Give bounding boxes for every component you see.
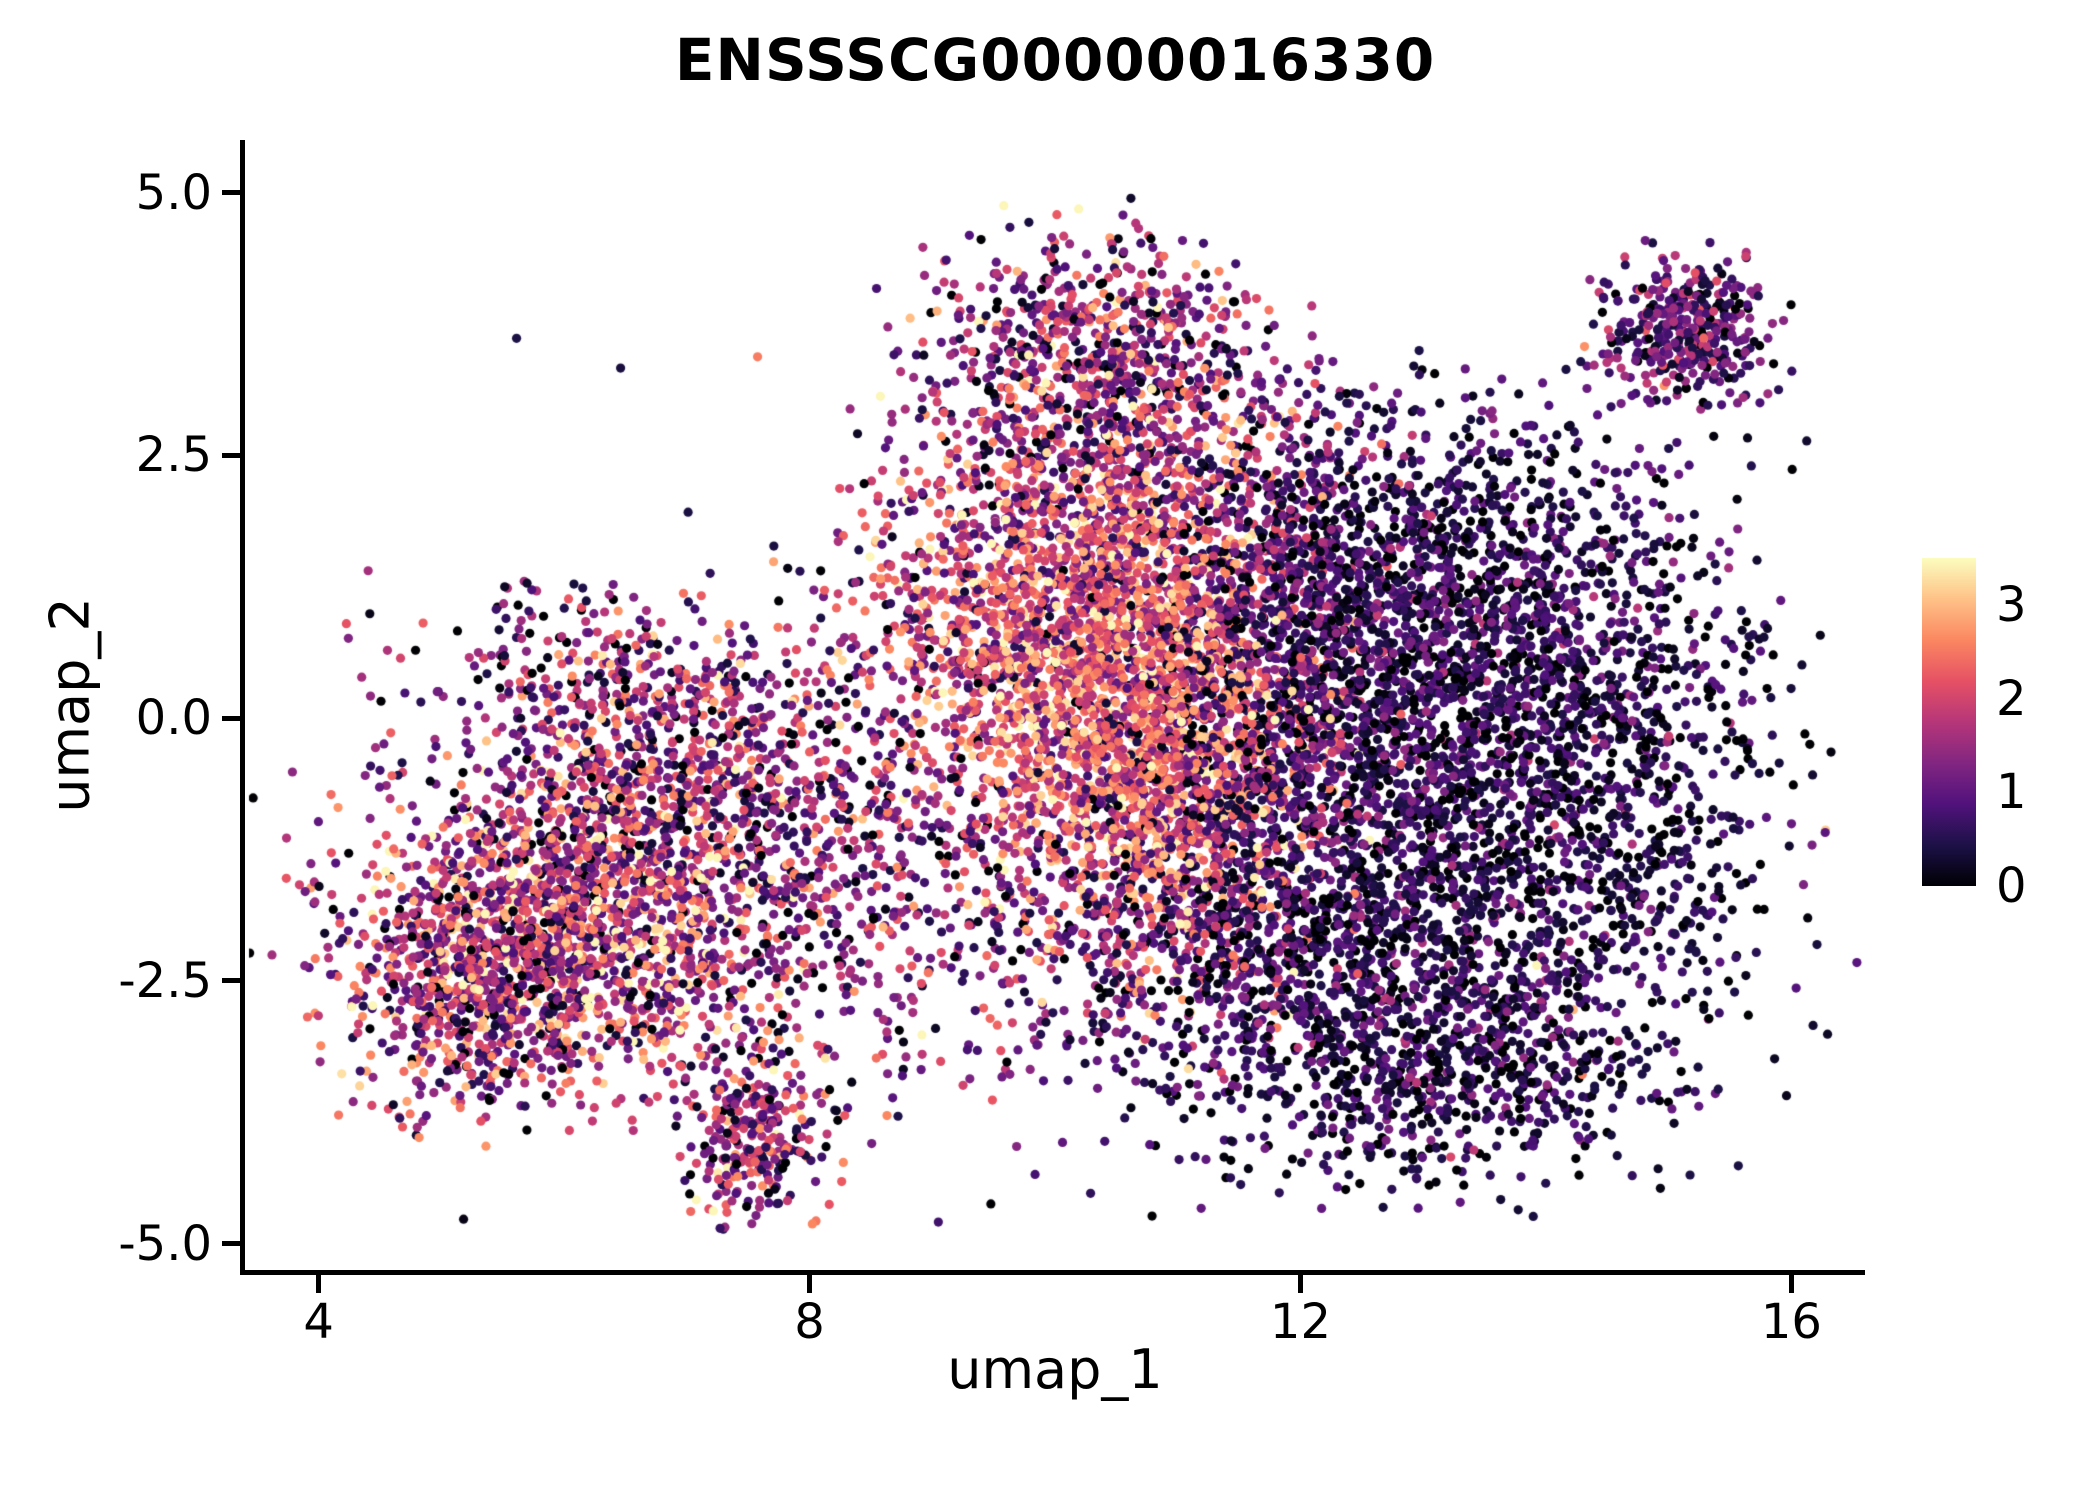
y-tick-mark	[222, 452, 240, 458]
x-tick-mark	[1788, 1275, 1794, 1293]
colorbar-gradient	[1922, 558, 1976, 886]
y-tick-mark	[222, 978, 240, 984]
y-axis-label: umap_2	[38, 597, 102, 813]
y-tick-label: -2.5	[118, 952, 212, 1009]
x-axis-line	[240, 1270, 1865, 1275]
x-tick-label: 4	[303, 1294, 334, 1350]
x-axis-label: umap_1	[947, 1338, 1163, 1401]
plot-title: ENSSSCG00000016330	[674, 26, 1436, 94]
y-tick-mark	[222, 190, 240, 196]
y-axis-line	[240, 140, 245, 1275]
y-tick-label: 0.0	[135, 690, 212, 747]
y-tick-mark	[222, 715, 240, 721]
x-tick-mark	[807, 1275, 813, 1293]
y-tick-label: -5.0	[118, 1215, 212, 1272]
x-tick-label: 12	[1269, 1294, 1331, 1350]
y-tick-label: 2.5	[135, 427, 212, 484]
colorbar-tick-label: 2	[1996, 670, 2027, 727]
y-tick-mark	[222, 1241, 240, 1247]
x-tick-mark	[1297, 1275, 1303, 1293]
x-tick-label: 16	[1760, 1294, 1822, 1350]
colorbar-tick-label: 1	[1996, 764, 2027, 821]
y-tick-label: 5.0	[135, 164, 212, 221]
colorbar-tick-label: 3	[1996, 576, 2027, 633]
x-tick-mark	[316, 1275, 322, 1293]
x-tick-label: 8	[794, 1294, 825, 1350]
colorbar-tick-label: 0	[1996, 858, 2027, 914]
